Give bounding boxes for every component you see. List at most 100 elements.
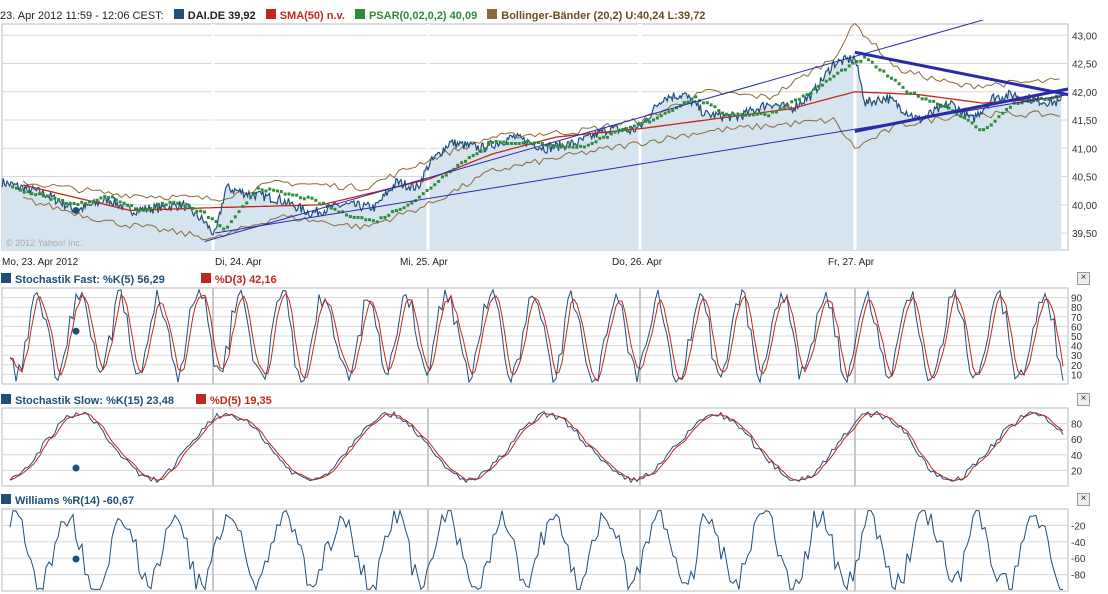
stoch-fast-close-button[interactable]: ×	[1077, 272, 1090, 285]
psar-dot	[632, 124, 636, 128]
psar-dot	[1051, 96, 1055, 100]
psar-dot	[310, 196, 314, 200]
psar-dot	[502, 140, 506, 144]
y-tick-label: 42,50	[1072, 60, 1097, 71]
psar-dot	[364, 218, 368, 222]
psar-dot	[763, 113, 767, 117]
psar-dot	[1043, 97, 1047, 101]
williams-close-button[interactable]: ×	[1077, 493, 1090, 506]
y-tick-label: 20	[1071, 466, 1083, 477]
psar-dot	[64, 201, 68, 205]
legend-sma-swatch	[264, 8, 277, 20]
header-time: 23. Apr 2012 11:59 - 12:06 CEST:	[0, 10, 164, 22]
psar-dot	[529, 141, 533, 145]
psar-dot	[506, 142, 510, 146]
psar-dot	[137, 208, 141, 212]
psar-dot	[53, 196, 57, 200]
stoch-slow-close-button[interactable]: ×	[1077, 393, 1090, 406]
psar-dot	[479, 149, 483, 153]
legend-price-swatch	[172, 8, 185, 20]
psar-dot	[264, 189, 268, 193]
psar-dot	[962, 115, 966, 119]
psar-dot	[49, 197, 53, 201]
williams-chart[interactable]: -20 -40 -60 -80	[0, 507, 1108, 593]
psar-dot	[295, 193, 299, 197]
psar-dot	[417, 195, 421, 199]
psar-dot	[168, 200, 172, 204]
psar-dot	[460, 161, 464, 165]
psar-dot	[237, 210, 241, 214]
psar-dot	[487, 142, 491, 146]
stoch-slow-chart[interactable]: 80 60 40 20	[0, 406, 1108, 488]
psar-dot	[582, 145, 586, 149]
stoch-fast-header: Stochastik Fast: %K(5) 56,29 %D(3) 42,16	[0, 272, 283, 286]
psar-dot	[974, 125, 978, 129]
psar-dot	[456, 163, 460, 167]
psar-dot	[717, 109, 721, 113]
psar-dot	[494, 139, 498, 143]
psar-dot	[463, 159, 467, 163]
psar-dot	[314, 198, 318, 202]
psar-dot	[176, 201, 180, 205]
watermark: © 2012 Yahoo! Inc.	[6, 238, 82, 248]
psar-dot	[379, 216, 383, 220]
psar-dot	[912, 91, 916, 95]
psar-dot	[909, 92, 913, 96]
psar-dot	[955, 112, 959, 116]
legend-sma: SMA(50) n.v.	[264, 8, 345, 22]
psar-dot	[932, 99, 936, 103]
psar-dot	[840, 68, 844, 72]
main-chart-header: 23. Apr 2012 11:59 - 12:06 CEST: DAI.DE …	[0, 8, 711, 22]
psar-dot	[817, 84, 821, 88]
sma-line	[23, 91, 1060, 212]
psar-dot	[199, 209, 203, 213]
y-tick-label: 70	[1071, 313, 1083, 324]
psar-dot	[533, 141, 537, 145]
psar-dot	[61, 198, 65, 202]
psar-dot	[586, 143, 590, 147]
psar-dot	[252, 191, 256, 195]
psar-dot	[195, 209, 199, 213]
psar-dot	[425, 189, 429, 193]
psar-dot	[149, 207, 153, 211]
psar-dot	[744, 113, 748, 117]
cursor-marker	[72, 464, 80, 472]
psar-dot	[233, 215, 237, 219]
psar-dot	[72, 201, 76, 205]
psar-dot	[774, 110, 778, 114]
psar-dot	[156, 202, 160, 206]
legend-bollinger: Bollinger-Bänder (20,2) U:40,24 L:39,72	[486, 8, 705, 22]
psar-dot	[222, 227, 226, 231]
psar-dot	[429, 186, 433, 190]
psar-dot	[943, 104, 947, 108]
psar-dot	[95, 198, 99, 202]
psar-dot	[510, 141, 514, 145]
psar-dot	[110, 195, 114, 199]
psar-dot	[1016, 102, 1020, 106]
psar-dot	[391, 210, 395, 214]
psar-dot	[605, 135, 609, 139]
psar-dot	[126, 203, 130, 207]
psar-dot	[859, 59, 863, 63]
y-tick-label: 80	[1071, 420, 1083, 431]
price-chart[interactable]: 43,00 42,50 42,00 41,50 41,00 40,50 40,00 39,50…	[0, 20, 1108, 268]
psar-dot	[103, 194, 107, 198]
psar-dot	[183, 206, 187, 210]
psar-dot	[180, 203, 184, 207]
psar-dot	[87, 200, 91, 204]
psar-dot	[268, 187, 272, 191]
psar-dot	[970, 121, 974, 125]
psar-dot	[521, 141, 525, 145]
psar-dot	[279, 190, 283, 194]
y-tick-label: 50	[1071, 332, 1083, 343]
psar-dot	[122, 201, 126, 205]
psar-dot	[467, 156, 471, 160]
psar-dot	[989, 123, 993, 127]
psar-dot	[901, 85, 905, 89]
psar-dot	[559, 145, 563, 149]
legend-psar-swatch	[353, 8, 366, 20]
psar-dot	[552, 144, 556, 148]
psar-dot	[759, 112, 763, 116]
psar-dot	[721, 111, 725, 115]
